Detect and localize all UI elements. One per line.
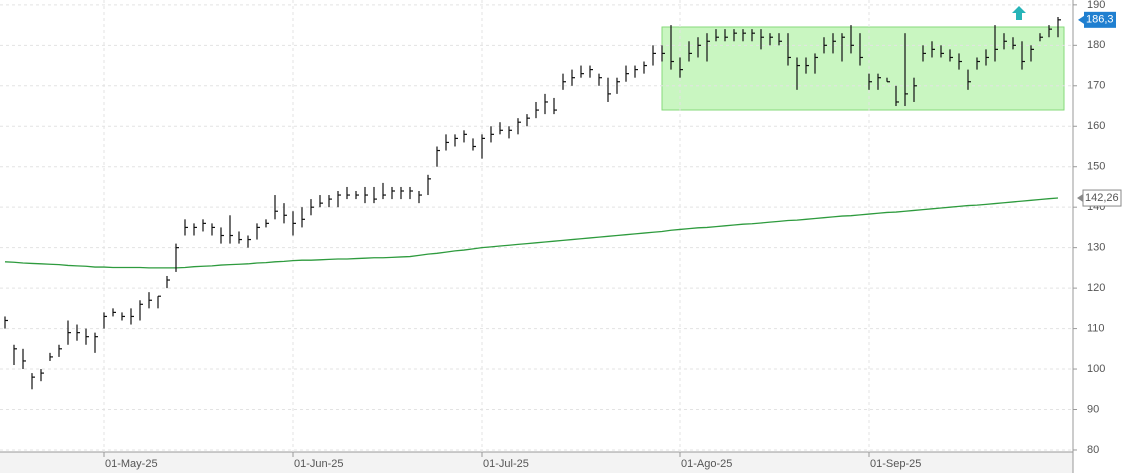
y-tick-label: 100: [1087, 363, 1105, 375]
price-tag-box: [1084, 11, 1116, 28]
range-highlight: [661, 26, 1065, 111]
x-tick-label: 01-May-25: [105, 458, 158, 470]
up-arrow: [1012, 6, 1026, 20]
y-tick-label: 160: [1087, 120, 1105, 132]
price-tag-pointer: [1078, 15, 1084, 24]
y-tick-label: 190: [1087, 0, 1105, 11]
ma-tag-pointer: [1077, 194, 1083, 203]
y-tick-label: 130: [1087, 242, 1105, 254]
y-tick-label: 120: [1087, 282, 1105, 294]
x-tick-label: 01-Jun-25: [294, 458, 344, 470]
y-tick-label: 110: [1087, 322, 1105, 334]
y-tick-label: 90: [1087, 403, 1099, 415]
x-axis-band: [0, 452, 1073, 473]
moving-average-line: [4, 197, 1059, 269]
x-tick-label: 01-Sep-25: [870, 458, 921, 470]
x-tick-label: 01-Ago-25: [681, 458, 732, 470]
y-tick-label: 170: [1087, 80, 1105, 92]
ma-tag-label: 142,26: [1085, 192, 1119, 204]
y-tick-label: 180: [1087, 39, 1105, 51]
price-tag-label: 186,3: [1086, 14, 1114, 26]
x-tick-label: 01-Jul-25: [483, 458, 529, 470]
y-tick-label: 80: [1087, 444, 1099, 456]
y-tick-label: 150: [1087, 161, 1105, 173]
